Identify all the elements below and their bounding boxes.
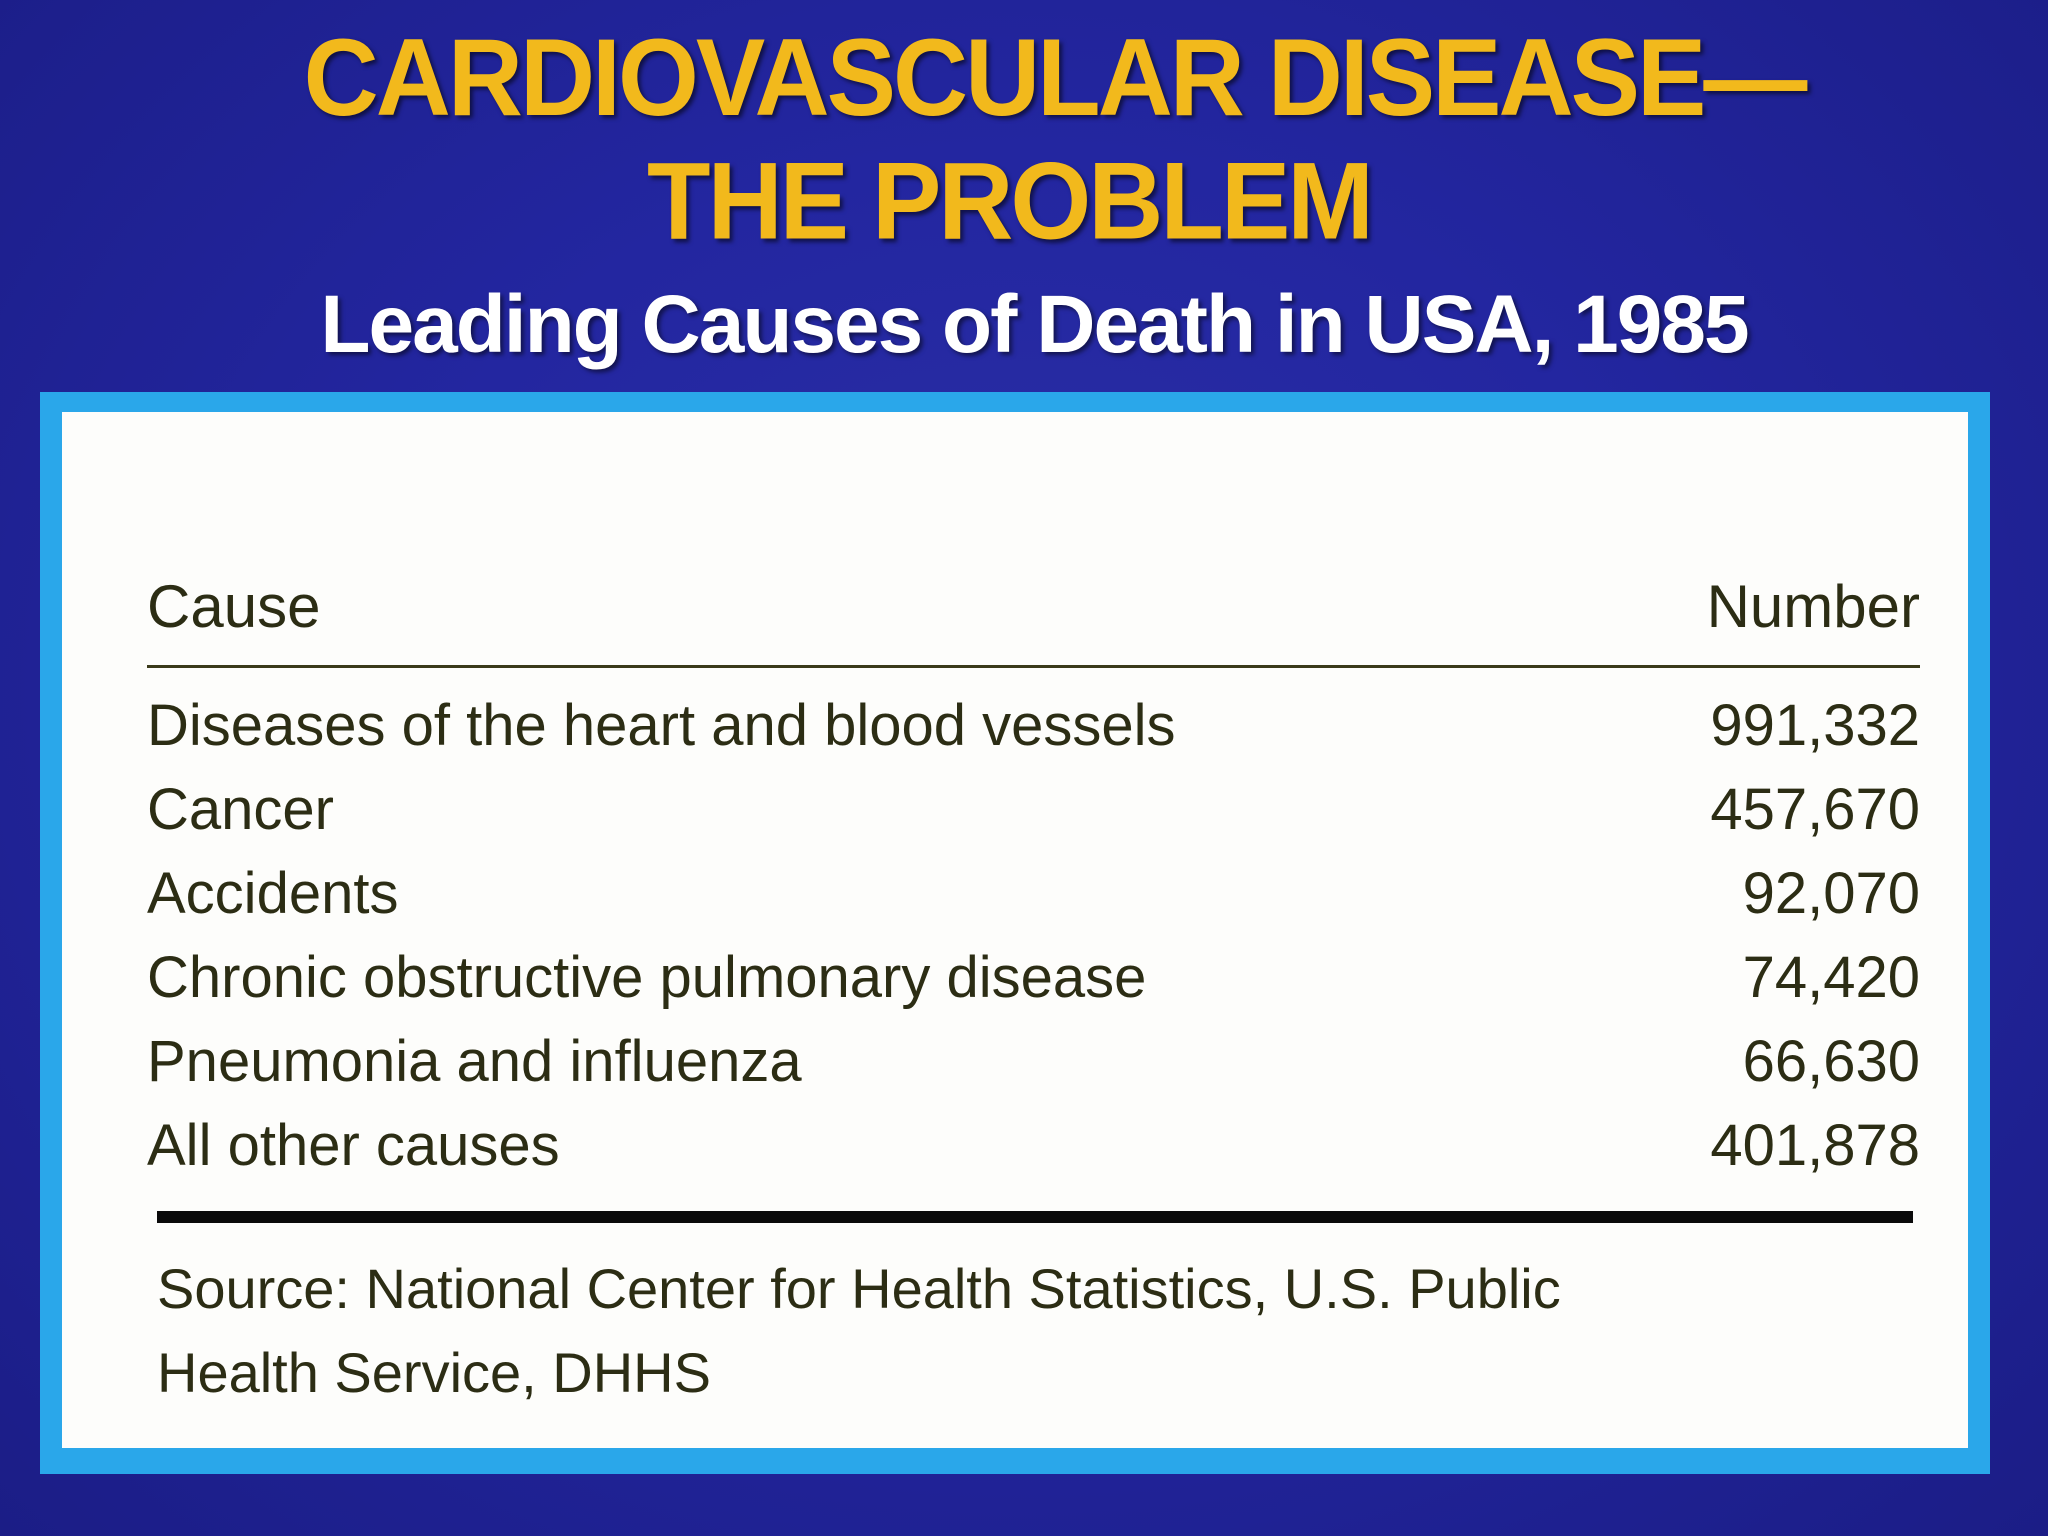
table-row: Cancer 457,670: [147, 776, 1920, 860]
cause-cell: All other causes: [147, 1113, 560, 1178]
number-cell: 991,332: [1710, 693, 1920, 758]
number-cell: 401,878: [1710, 1113, 1920, 1178]
number-cell: 74,420: [1742, 945, 1920, 1010]
cause-cell: Diseases of the heart and blood vessels: [147, 693, 1176, 758]
table-row: Diseases of the heart and blood vessels …: [147, 692, 1920, 776]
column-header-cause: Cause: [147, 573, 321, 640]
cause-cell: Accidents: [147, 861, 399, 926]
table-bottom-rule: [157, 1211, 1913, 1223]
table-body: Diseases of the heart and blood vessels …: [147, 692, 1920, 1196]
slide-title-line-1: CARDIOVASCULAR DISEASE—: [303, 17, 1808, 139]
source-note: Source: National Center for Health Stati…: [157, 1257, 1561, 1404]
column-header-number: Number: [1706, 573, 1920, 640]
header-divider: [147, 665, 1920, 668]
slide-title: CARDIOVASCULAR DISEASE— THE PROBLEM: [0, 16, 2048, 264]
table-row: All other causes 401,878: [147, 1112, 1920, 1196]
cause-cell: Pneumonia and influenza: [147, 1029, 802, 1094]
table-panel: Cause Number Diseases of the heart and b…: [62, 412, 1968, 1448]
table-row: Chronic obstructive pulmonary disease 74…: [147, 944, 1920, 1028]
number-cell: 92,070: [1742, 861, 1920, 926]
cause-cell: Chronic obstructive pulmonary disease: [147, 945, 1147, 1010]
slide-title-line-2: THE PROBLEM: [647, 141, 1374, 263]
number-cell: 457,670: [1710, 777, 1920, 842]
table-frame: Cause Number Diseases of the heart and b…: [40, 392, 1990, 1474]
cause-cell: Cancer: [147, 777, 334, 842]
table-row: Accidents 92,070: [147, 860, 1920, 944]
table-row: Pneumonia and influenza 66,630: [147, 1028, 1920, 1112]
number-cell: 66,630: [1742, 1029, 1920, 1094]
slide-subtitle: Leading Causes of Death in USA, 1985: [320, 279, 1749, 370]
